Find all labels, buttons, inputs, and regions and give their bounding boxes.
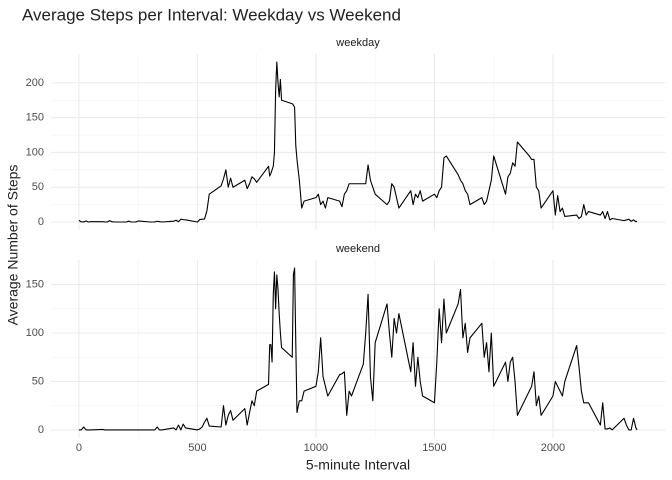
x-tick-label: 0 xyxy=(76,442,82,454)
y-tick-label: 0 xyxy=(38,424,44,436)
y-tick-label: 100 xyxy=(26,327,44,339)
x-tick-label: 2000 xyxy=(541,442,565,454)
y-tick-label: 150 xyxy=(26,278,44,290)
y-axis-title: Average Number of Steps xyxy=(5,165,21,326)
data-line xyxy=(78,267,638,431)
facet-label: weekend xyxy=(335,243,380,255)
x-axis-title: 5-minute Interval xyxy=(306,457,410,473)
x-tick-label: 500 xyxy=(188,442,206,454)
chart-title: Average Steps per Interval: Weekday vs W… xyxy=(22,5,401,24)
y-tick-label: 150 xyxy=(26,112,44,124)
data-line xyxy=(78,61,638,223)
y-tick-label: 100 xyxy=(26,146,44,158)
y-tick-label: 50 xyxy=(32,181,44,193)
x-tick-label: 1000 xyxy=(304,442,328,454)
y-tick-label: 200 xyxy=(26,77,44,89)
y-tick-label: 0 xyxy=(38,216,44,228)
y-tick-label: 50 xyxy=(32,375,44,387)
x-tick-label: 1500 xyxy=(422,442,446,454)
facet-label: weekday xyxy=(335,37,380,49)
